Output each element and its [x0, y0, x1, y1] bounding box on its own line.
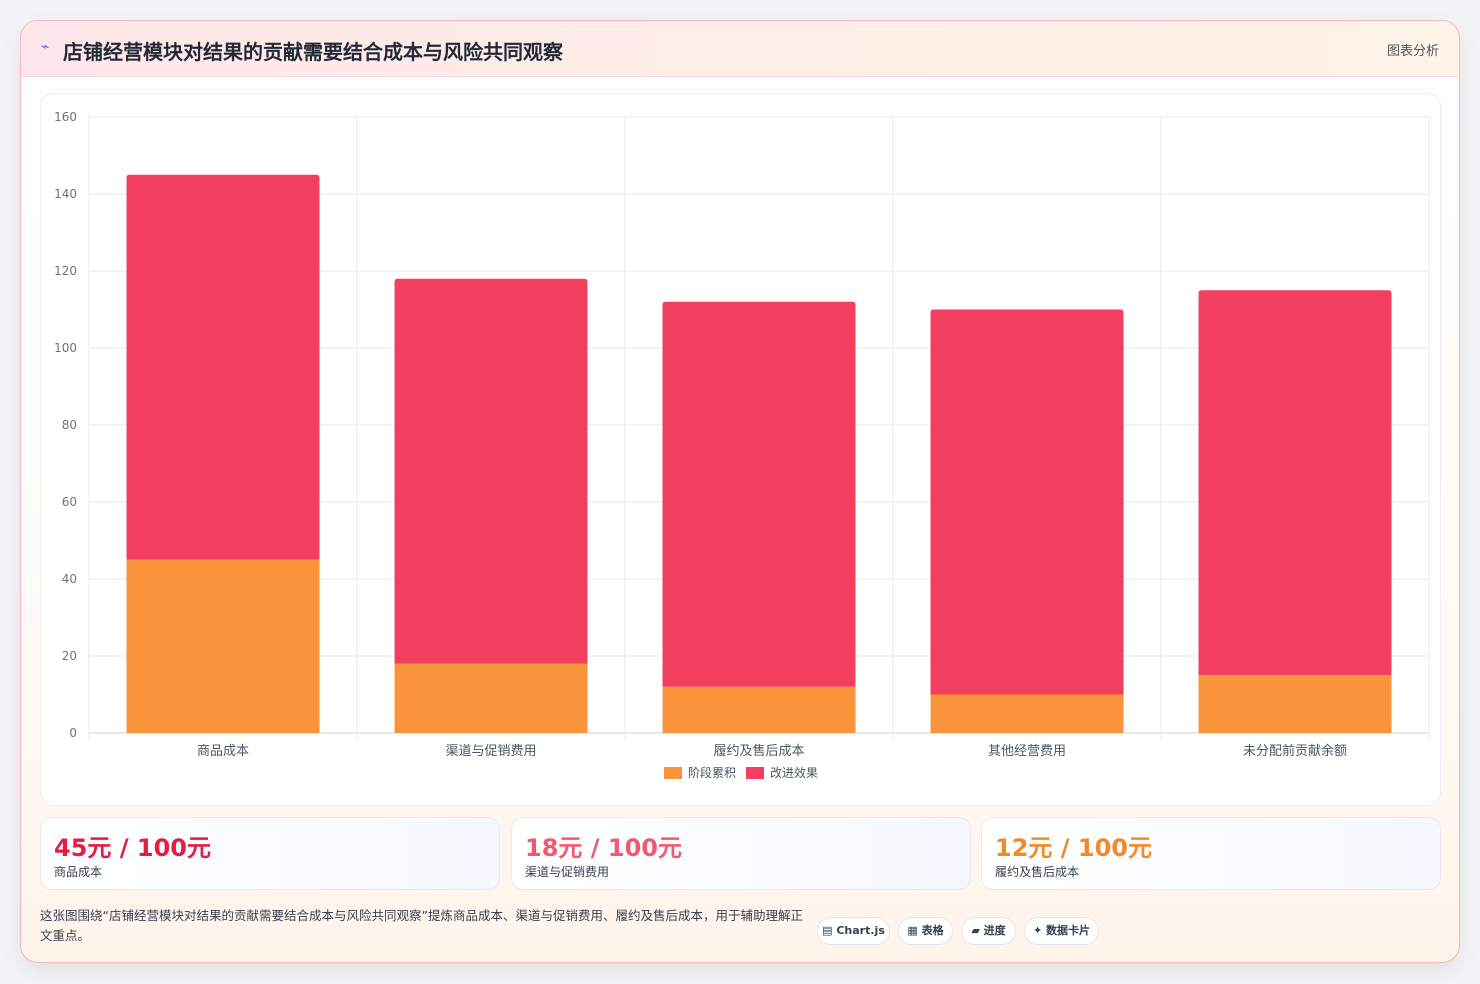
chip-progress[interactable]: ▰ 进度 — [961, 917, 1016, 945]
stacked-bar-chart: 0 20 40 60 80 100 120 140 160 商品成本 渠道与促销费用 履约及售后成本 其… — [54, 110, 1430, 780]
bar-stage — [394, 663, 588, 733]
legend-label: 改进效果 — [770, 765, 818, 780]
stat-card-3: 12元 / 100元 履约及售后成本 — [981, 817, 1441, 890]
bar-improve — [930, 309, 1124, 695]
chart-description: 这张图围绕“店铺经营模块对结果的贡献需要结合成本与风险共同观察”提炼商品成本、渠… — [40, 908, 803, 943]
stat-value: 12元 / 100元 — [995, 834, 1152, 862]
y-tick-label: 60 — [62, 495, 77, 509]
stat-value: 18元 / 100元 — [525, 834, 682, 862]
page-title: 店铺经营模块对结果的贡献需要结合成本与风险共同观察 — [63, 40, 563, 64]
progress-icon: ▰ — [971, 924, 980, 937]
bar-improve — [1198, 290, 1392, 676]
bar-stage — [126, 559, 320, 733]
x-tick-label: 未分配前贡献余额 — [1243, 743, 1347, 759]
y-tick-label: 0 — [69, 726, 77, 740]
stat-label: 履约及售后成本 — [995, 865, 1080, 879]
chart-analysis-tag[interactable]: 图表分析 — [1386, 44, 1439, 59]
stat-label: 商品成本 — [54, 865, 103, 879]
y-tick-label: 100 — [54, 341, 77, 355]
stat-label: 渠道与促销费用 — [525, 865, 610, 879]
chip-label: 进度 — [983, 924, 1006, 937]
stat-card-2: 18元 / 100元 渠道与促销费用 — [511, 817, 971, 890]
y-tick-label: 40 — [62, 572, 77, 586]
table-icon: ▦ — [907, 924, 918, 937]
stat-value: 45元 / 100元 — [54, 834, 211, 862]
sparkle-icon: ✦ — [1032, 924, 1043, 937]
chip-label: 数据卡片 — [1046, 924, 1091, 937]
chip-label: 表格 — [921, 924, 944, 937]
bar-stage — [930, 694, 1124, 733]
chip-chartjs[interactable]: ▤ Chart.js — [817, 917, 890, 945]
bar-improve — [394, 278, 588, 664]
y-tick-label: 160 — [54, 110, 77, 124]
y-tick-label: 120 — [54, 264, 77, 278]
bar-improve — [126, 174, 320, 560]
chip-label: Chart.js — [836, 924, 885, 937]
x-tick-label: 商品成本 — [197, 744, 249, 759]
chip-table[interactable]: ▦ 表格 — [898, 917, 953, 945]
legend-swatch — [746, 767, 764, 779]
bar-stage — [1198, 675, 1392, 733]
legend-label: 阶段累积 — [688, 765, 736, 780]
chip-data-card[interactable]: ✦ 数据卡片 — [1024, 917, 1099, 945]
x-tick-label: 渠道与促销费用 — [445, 744, 536, 759]
x-tick-label: 履约及售后成本 — [713, 743, 804, 759]
y-tick-label: 20 — [62, 649, 77, 663]
legend-swatch — [664, 767, 682, 779]
chart-icon: ▤ — [822, 924, 833, 937]
card-header: ⌁ 店铺经营模块对结果的贡献需要结合成本与风险共同观察 图表分析 — [21, 21, 1459, 77]
chart-container: 0 20 40 60 80 100 120 140 160 商品成本 渠道与促销费用 履约及售后成本 其… — [40, 93, 1441, 806]
bar-improve — [662, 301, 856, 687]
y-tick-label: 140 — [54, 187, 77, 201]
chart-card: ⌁ 店铺经营模块对结果的贡献需要结合成本与风险共同观察 图表分析 0 20 40 60… — [20, 20, 1460, 963]
x-tick-label: 其他经营费用 — [988, 744, 1066, 759]
bird-icon: ⌁ — [41, 39, 50, 55]
y-tick-label: 80 — [62, 418, 77, 432]
stat-card-1: 45元 / 100元 商品成本 — [40, 817, 500, 890]
bar-stage — [662, 686, 856, 733]
